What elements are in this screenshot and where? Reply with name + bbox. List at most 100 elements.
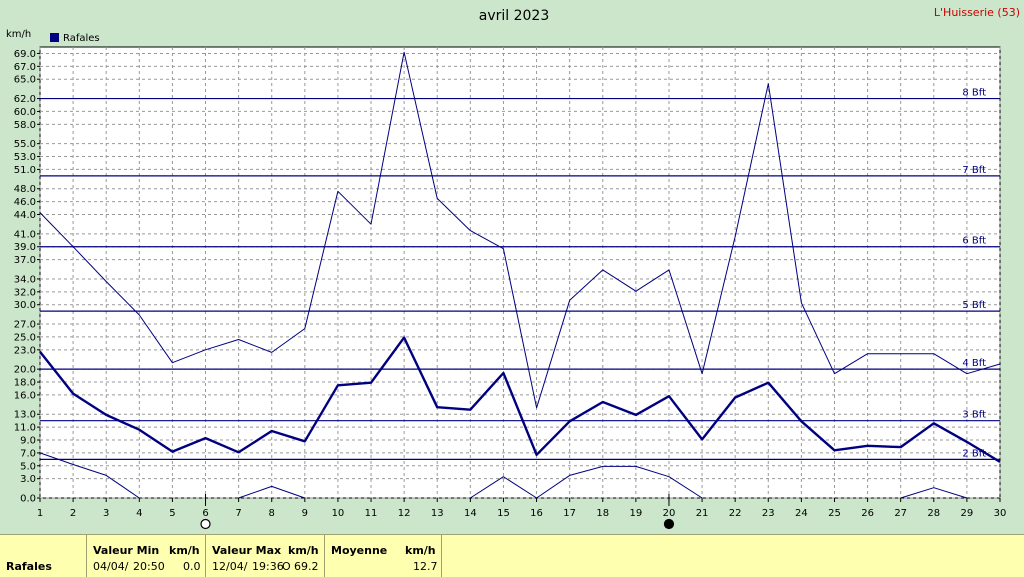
y-tick-label: 9.0 [20, 436, 36, 447]
x-tick-label: 8 [269, 508, 275, 519]
station-name: L'Huisserie (53) [934, 6, 1020, 19]
min-unit: km/h [169, 544, 200, 557]
x-tick-label: 5 [169, 508, 175, 519]
y-tick-label: 46.0 [14, 197, 36, 208]
y-tick-label: 53.0 [14, 152, 36, 163]
mean-value: 12.7 [413, 560, 438, 573]
y-tick-label: 55.0 [14, 139, 36, 150]
x-tick-label: 24 [795, 508, 808, 519]
x-tick-label: 4 [136, 508, 142, 519]
y-tick-label: 51.0 [14, 165, 36, 176]
x-tick-label: 1 [37, 508, 43, 519]
x-tick-label: 10 [332, 508, 345, 519]
x-tick-label: 3 [103, 508, 109, 519]
min-value: 0.0 [183, 560, 201, 573]
max-value: 69.2 [294, 560, 319, 573]
y-tick-label: 30.0 [14, 300, 36, 311]
legend-swatch [50, 33, 59, 42]
y-tick-label: 27.0 [14, 320, 36, 331]
beaufort-label: 8 Bft [962, 88, 986, 99]
x-tick-label: 26 [861, 508, 874, 519]
y-tick-label: 13.0 [14, 410, 36, 421]
mean-unit: km/h [405, 544, 436, 557]
y-tick-label: 60.0 [14, 107, 36, 118]
series-line-max [39, 51, 1001, 409]
x-tick-label: 13 [431, 508, 444, 519]
y-tick-label: 65.0 [14, 75, 36, 86]
x-tick-label: 20 [663, 508, 676, 519]
y-tick-label: 0.0 [20, 494, 36, 505]
max-date: 12/04/ [212, 560, 248, 573]
y-tick-label: 58.0 [14, 120, 36, 131]
y-tick-label: 41.0 [14, 229, 36, 240]
x-tick-label: 18 [596, 508, 609, 519]
legend-label: Rafales [63, 33, 100, 44]
plot-area [39, 46, 1001, 499]
x-tick-label: 25 [828, 508, 841, 519]
x-tick-label: 19 [629, 508, 642, 519]
max-marker: O [282, 560, 291, 573]
moon-full-icon [200, 518, 211, 530]
series-line-min [470, 465, 703, 499]
x-tick-label: 30 [994, 508, 1007, 519]
series-line-min [238, 485, 305, 499]
y-tick-label: 23.0 [14, 345, 36, 356]
stats-min-cell: Valeur Min km/h 04/04/ 20:50 0.0 [87, 535, 206, 577]
y-tick-label: 25.0 [14, 332, 36, 343]
x-tick-label: 14 [464, 508, 477, 519]
max-unit: km/h [288, 544, 319, 557]
y-tick-label: 18.0 [14, 378, 36, 389]
x-tick-label: 6 [202, 508, 208, 519]
series-line-min [900, 487, 968, 499]
x-tick-label: 29 [961, 508, 974, 519]
x-tick-label: 9 [302, 508, 308, 519]
series-line-min [39, 452, 140, 499]
x-tick-label: 23 [762, 508, 775, 519]
beaufort-label: 3 Bft [962, 410, 986, 421]
x-tick-label: 16 [530, 508, 543, 519]
y-tick-label: 3.0 [20, 474, 36, 485]
y-tick-label: 16.0 [14, 390, 36, 401]
stats-footer: Rafales Valeur Min km/h 04/04/ 20:50 0.0… [0, 534, 1024, 577]
y-tick-label: 37.0 [14, 255, 36, 266]
max-header: Valeur Max [212, 544, 282, 557]
x-tick-label: 7 [235, 508, 241, 519]
beaufort-label: 4 Bft [962, 358, 986, 369]
stats-mean-cell: Moyenne km/h 12.7 [325, 535, 442, 577]
y-tick-label: 11.0 [14, 423, 36, 434]
y-tick-label: 62.0 [14, 94, 36, 105]
min-date: 04/04/ [93, 560, 129, 573]
stats-row-label: Rafales [6, 560, 52, 573]
beaufort-label: 2 Bft [962, 448, 986, 459]
beaufort-label: 6 Bft [962, 236, 986, 247]
y-tick-label: 69.0 [14, 49, 36, 60]
stats-max-cell: Valeur Max km/h 12/04/ 19:36 O 69.2 [206, 535, 325, 577]
mean-header: Moyenne [331, 544, 388, 557]
chart-title: avril 2023 [479, 8, 549, 24]
y-tick-label: 39.0 [14, 242, 36, 253]
moon-new-icon [663, 518, 675, 530]
min-time: 20:50 [133, 560, 165, 573]
min-header: Valeur Min [93, 544, 160, 557]
y-tick-label: 7.0 [20, 448, 36, 459]
y-tick-label: 34.0 [14, 274, 36, 285]
x-tick-label: 15 [497, 508, 510, 519]
y-tick-label: 5.0 [20, 461, 36, 472]
y-tick-label: 48.0 [14, 184, 36, 195]
x-tick-label: 21 [696, 508, 709, 519]
x-tick-label: 2 [70, 508, 76, 519]
x-tick-label: 22 [729, 508, 742, 519]
series-line-mean [39, 336, 1001, 463]
y-tick-label: 32.0 [14, 287, 36, 298]
y-tick-label: 67.0 [14, 62, 36, 73]
y-tick-label: 44.0 [14, 210, 36, 221]
y-axis-label: km/h [6, 29, 31, 40]
x-tick-label: 11 [365, 508, 378, 519]
beaufort-label: 7 Bft [962, 165, 986, 176]
x-tick-label: 28 [927, 508, 940, 519]
x-tick-label: 17 [563, 508, 576, 519]
x-tick-label: 12 [398, 508, 411, 519]
beaufort-label: 5 Bft [962, 300, 986, 311]
y-tick-label: 20.0 [14, 365, 36, 376]
